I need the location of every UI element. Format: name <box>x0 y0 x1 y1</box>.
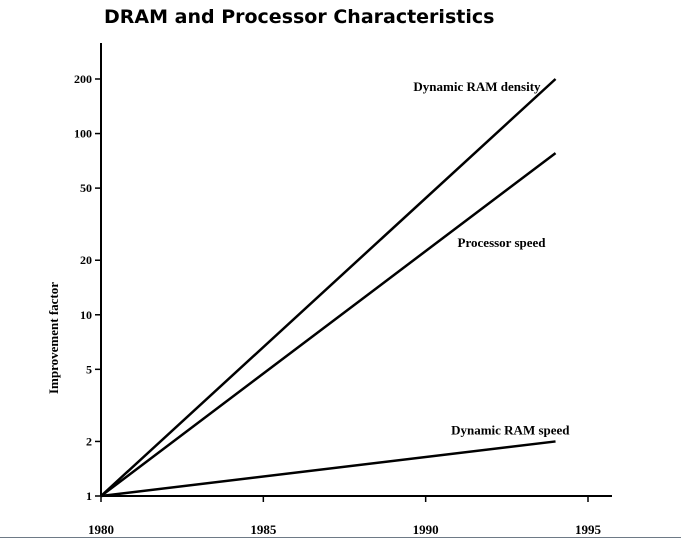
series-line-3 <box>100 440 556 498</box>
series-label-3: Dynamic RAM speed <box>451 422 570 437</box>
y-axis-ticks: 1 2 5 10 20 50 100 200 <box>74 72 101 503</box>
y-tick-label: 200 <box>74 72 92 86</box>
series-labels: Dynamic RAM density Processor speed Dynami… <box>413 79 570 437</box>
series-label-1: Dynamic RAM density <box>413 79 541 94</box>
y-axis-label: Improvement factor <box>46 282 61 394</box>
x-axis-ticks: 1980 1985 1990 1995 <box>88 496 602 537</box>
x-tick-label: 1995 <box>575 522 602 537</box>
y-tick-label: 1 <box>86 489 92 503</box>
axes <box>100 43 612 497</box>
y-tick-label: 100 <box>74 127 92 141</box>
series-line-1 <box>100 78 557 497</box>
y-tick-label: 10 <box>80 308 92 322</box>
y-tick-label: 2 <box>86 434 92 448</box>
x-tick-label: 1980 <box>88 522 114 537</box>
bottom-divider <box>0 537 681 538</box>
y-tick-label: 5 <box>86 362 92 376</box>
x-tick-label: 1990 <box>413 522 439 537</box>
y-tick-label: 50 <box>80 181 92 195</box>
y-tick-label: 20 <box>80 253 92 267</box>
chart-title: DRAM and Processor Characteristics <box>104 6 495 28</box>
series-lines <box>100 78 557 498</box>
series-line-2 <box>100 152 557 497</box>
x-tick-label: 1985 <box>250 522 277 537</box>
series-label-2: Processor speed <box>458 235 547 250</box>
